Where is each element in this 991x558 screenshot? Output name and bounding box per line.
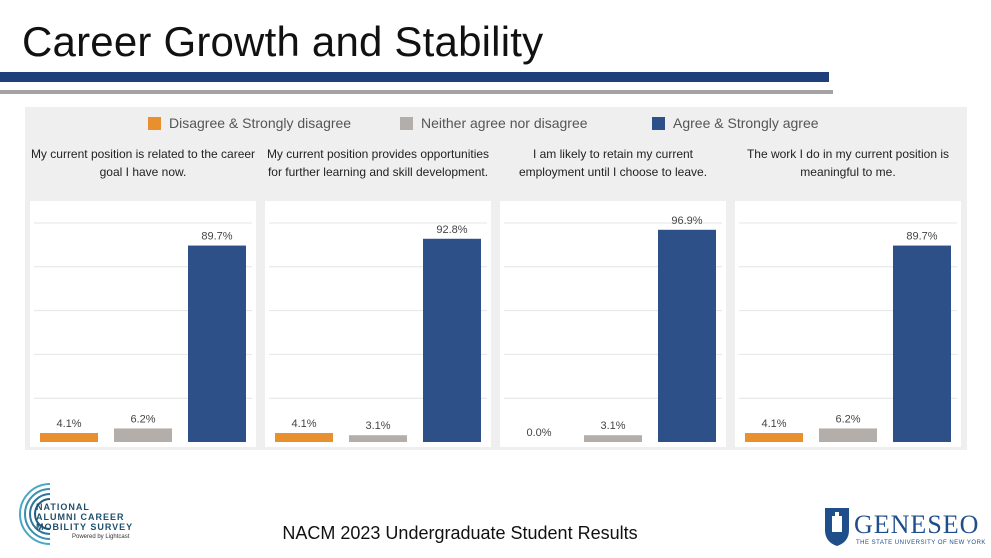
nacm-logo-line3: MOBILITY SURVEY [36,522,134,532]
nacm-logo: NATIONAL ALUMNI CAREER MOBILITY SURVEY P… [10,478,150,550]
title-underline-gray [0,90,833,94]
question-3: I am likely to retain my current employm… [518,147,708,179]
bar-agree [658,229,716,442]
bar-label-neither: 6.2% [835,413,860,425]
page-title: Career Growth and Stability [22,18,544,65]
nacm-logo-line2: ALUMNI CAREER [36,512,125,522]
geneseo-subtitle: THE STATE UNIVERSITY OF NEW YORK [856,540,986,546]
chart-3: 0.0% 3.1% 96.9% [500,201,726,447]
legend-item-neither: Neither agree nor disagree [400,115,588,131]
geneseo-crest-icon [825,508,849,546]
chart-2: 4.1% 3.1% 92.8% [265,201,491,447]
legend-label-neither: Neither agree nor disagree [421,115,588,131]
bar-disagree [745,433,803,442]
bar-label-agree: 96.9% [671,215,702,227]
chart-4: 4.1% 6.2% 89.7% [735,201,961,447]
bar-label-agree: 89.7% [201,231,232,243]
bar-label-disagree: 0.0% [526,427,551,439]
legend-label-disagree: Disagree & Strongly disagree [169,115,352,131]
chart-1: 4.1% 6.2% 89.7% [30,201,256,447]
title-underline-navy [0,72,829,82]
bar-agree [423,238,481,442]
bar-neither [584,435,642,442]
question-1: My current position is related to the ca… [30,147,256,179]
legend-swatch-disagree [148,116,161,130]
nacm-logo-rings-icon [19,483,51,545]
question-4: The work I do in my current position is … [746,147,950,179]
bar-disagree [40,433,98,442]
bar-label-disagree: 4.1% [761,418,786,430]
bar-agree [893,245,951,442]
bar-neither [349,435,407,442]
legend-item-disagree: Disagree & Strongly disagree [148,115,351,131]
geneseo-logo: GENESEO THE STATE UNIVERSITY OF NEW YORK [820,500,990,550]
question-2: My current position provides opportuniti… [266,147,490,179]
bar-label-disagree: 4.1% [56,418,81,430]
geneseo-name: GENESEO [854,510,980,539]
bar-label-neither: 3.1% [600,420,625,432]
footer-text: NACM 2023 Undergraduate Student Results [282,523,638,543]
bar-label-disagree: 4.1% [291,418,316,430]
nacm-logo-line4: Powered by Lightcast [72,534,130,540]
bar-label-agree: 92.8% [436,224,467,236]
bar-label-agree: 89.7% [906,231,937,243]
bar-disagree [275,433,333,442]
bar-neither [819,428,877,442]
legend: Disagree & Strongly disagree Neither agr… [25,107,967,137]
bar-neither [114,428,172,442]
bar-agree [188,245,246,442]
nacm-logo-line1: NATIONAL [36,502,90,512]
legend-item-agree: Agree & Strongly agree [652,115,819,131]
legend-label-agree: Agree & Strongly agree [673,115,819,131]
legend-swatch-agree [652,116,665,130]
bar-label-neither: 3.1% [365,420,390,432]
chart-panel: Disagree & Strongly disagree Neither agr… [25,107,967,450]
legend-swatch-neither [400,116,413,130]
bar-label-neither: 6.2% [130,413,155,425]
